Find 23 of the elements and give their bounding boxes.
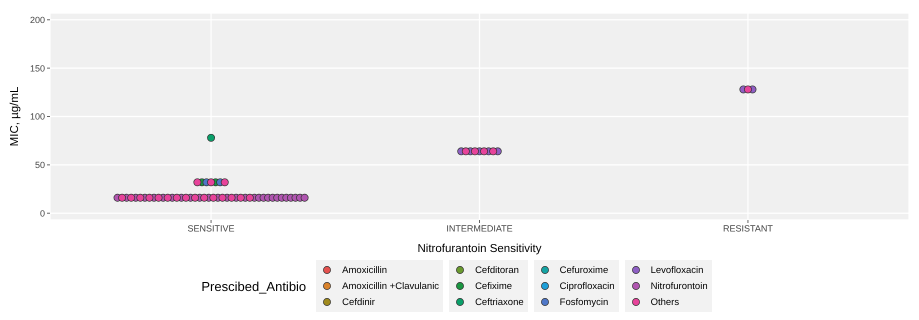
legend-label: Ceftriaxone [475,296,524,308]
legend-label: Ciprofloxacin [560,280,615,292]
legend-label: Cefixime [475,280,512,292]
legend-label: Nitrofurontoin [650,280,708,292]
x-tick-label: RESISTANT [723,223,774,234]
legend-label: Amoxicillin [342,264,388,276]
legend-label: Fosfomycin [560,296,608,308]
x-axis-title: Nitrofurantoin Sensitivity [418,243,542,255]
y-axis-title: MIC, µg/mL [9,86,22,146]
y-tick-label: 100 [30,112,45,122]
legend-label: Levofloxacin [650,264,704,276]
legend-label: Amoxicillin +Clavulanic [342,280,440,292]
legend-label: Cefdinir [342,296,375,308]
legend-label: Cefditoran [475,264,519,276]
y-tick-label: 150 [30,63,45,74]
y-tick-label: 200 [30,14,45,25]
y-tick-label: 0 [40,208,45,218]
legend-label: Cefuroxime [560,264,608,276]
y-tick-label: 50 [34,160,45,170]
x-tick-label: INTERMEDIATE [446,223,513,234]
x-tick-label: SENSITIVE [188,223,235,234]
legend-title: Prescibed_Antibio [201,278,306,294]
legend-label: Others [650,296,680,308]
